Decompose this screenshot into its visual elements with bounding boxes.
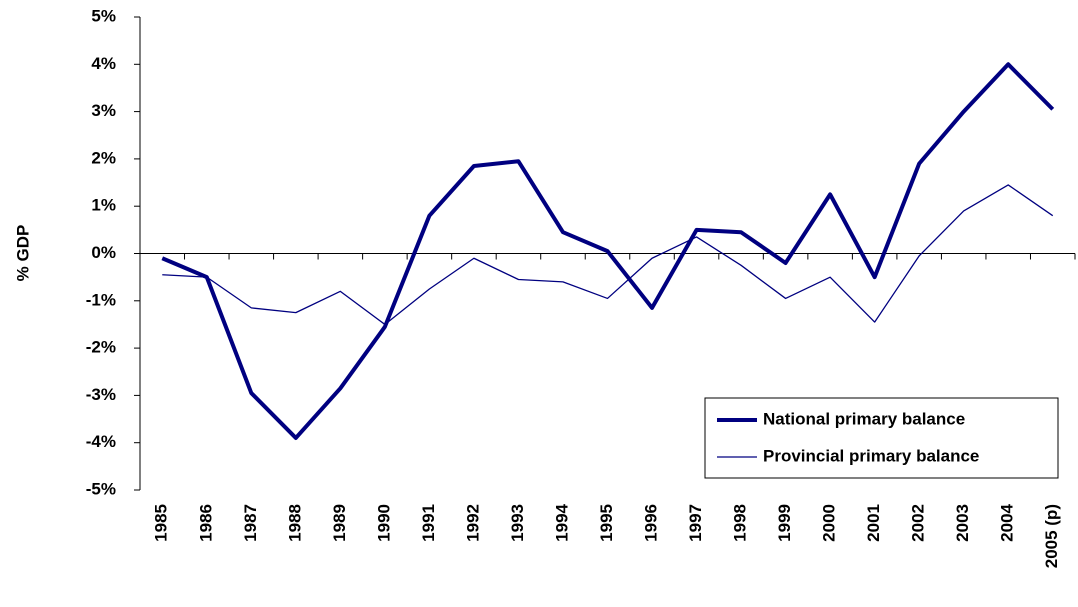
x-tick-label: 2005 (p) [1042,504,1061,568]
legend-label: National primary balance [763,409,965,428]
x-tick-label: 1991 [419,504,438,542]
x-tick-label: 1999 [775,504,794,542]
x-tick-label: 1992 [463,504,482,542]
x-tick-label: 1985 [152,504,171,542]
y-tick-label: 4% [91,54,116,73]
series-line [162,184,1054,326]
legend-box [704,397,1059,479]
y-tick-label: -1% [86,290,116,309]
x-tick-label: 2002 [909,504,928,542]
x-tick-label: 1993 [508,504,527,542]
x-tick-label: 1988 [285,504,304,542]
x-tick-label: 2001 [864,504,883,542]
x-tick-label: 1987 [241,504,260,542]
legend-label: Provincial primary balance [763,446,979,465]
x-tick-label: 1998 [731,504,750,542]
y-tick-label: 5% [91,6,116,25]
x-tick-label: 1986 [196,504,215,542]
x-tick-label: 1995 [597,504,616,542]
x-tick-label: 1996 [642,504,661,542]
y-tick-label: 0% [91,243,116,262]
y-tick-label: -5% [86,479,116,498]
y-tick-label: 2% [91,148,116,167]
series-line [161,62,1055,440]
y-tick-label: 1% [91,196,116,215]
y-tick-label: -3% [86,385,116,404]
y-tick-label: -2% [86,338,116,357]
x-tick-label: 2004 [998,503,1017,541]
y-tick-label: 3% [91,101,116,120]
x-tick-label: 1990 [374,504,393,542]
x-tick-label: 1989 [330,504,349,542]
x-tick-label: 1994 [552,503,571,541]
y-tick-label: -4% [86,432,116,451]
x-tick-label: 2003 [953,504,972,542]
x-tick-label: 1997 [686,504,705,542]
y-axis-label: % GDP [13,225,32,282]
x-tick-label: 2000 [820,504,839,542]
